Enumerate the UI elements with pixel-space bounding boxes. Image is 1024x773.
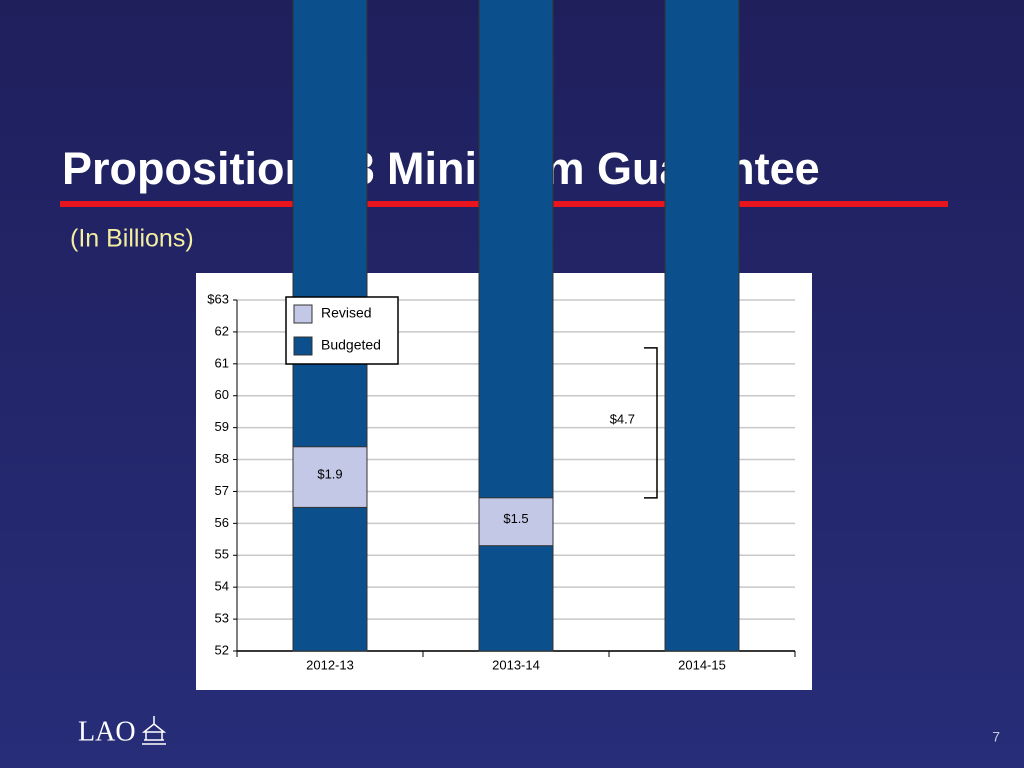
x-tick-label: 2014-15 — [678, 657, 726, 672]
chart: 52 53 54 55 56 57 58 59 60 61 62 $63 2012-13 $1.9 2013… — [207, 0, 796, 672]
y-tick-label: 52 — [215, 642, 229, 657]
bar-segment — [292, 446, 368, 508]
bar-segment — [664, 0, 740, 652]
x-tick-label: 2013-14 — [492, 657, 540, 672]
subtitle: (In Billions) — [70, 225, 194, 253]
legend-label: Budgeted — [321, 337, 381, 353]
y-tick-label: 56 — [215, 515, 229, 530]
y-tick-label: 60 — [215, 387, 229, 402]
y-tick-label: 57 — [215, 483, 229, 498]
value-label: $1.9 — [317, 467, 342, 482]
y-tick-label: 59 — [215, 419, 229, 434]
logo-icon — [141, 716, 167, 745]
y-tick-label: 54 — [215, 579, 229, 594]
page-number: 7 — [992, 729, 1000, 745]
x-tick-label: 2012-13 — [306, 657, 354, 672]
legend-label: Revised — [321, 305, 372, 321]
legend: Revised Budgeted — [285, 296, 399, 365]
logo: LAO — [78, 716, 136, 747]
bar-segment — [478, 0, 554, 652]
y-tick-label: 58 — [215, 451, 229, 466]
bracket — [644, 347, 658, 499]
value-label: $1.5 — [503, 511, 528, 526]
y-tick-label: 55 — [215, 547, 229, 562]
y-tick-label: 53 — [215, 611, 229, 626]
annotation: $4.7 — [610, 411, 635, 426]
legend-swatch — [293, 336, 313, 356]
bar-segment — [478, 497, 554, 547]
y-tick-label: 62 — [215, 323, 229, 338]
legend-swatch — [293, 304, 313, 324]
y-tick-label: 61 — [215, 355, 229, 370]
y-tick-label: $63 — [207, 291, 229, 306]
